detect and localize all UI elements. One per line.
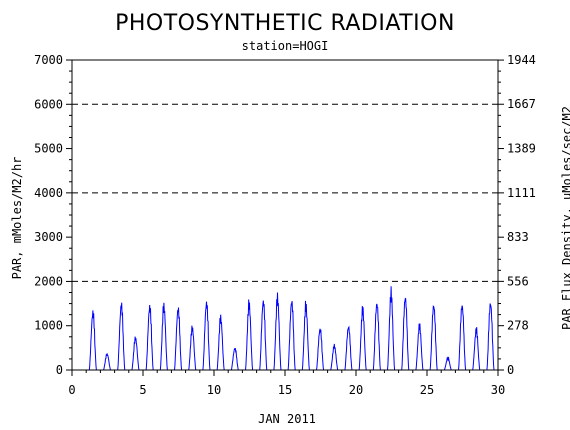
left-tick-label: 1000 (34, 319, 63, 333)
left-tick-label: 5000 (34, 142, 63, 156)
right-tick-label: 833 (507, 230, 529, 244)
left-axis-ticks: 0 1000 2000 3000 4000 5000 6000 7000 (34, 53, 72, 377)
series-line (88, 286, 495, 371)
bottom-tick-label: 10 (207, 383, 221, 397)
left-tick-label: 4000 (34, 186, 63, 200)
left-tick-label: 7000 (34, 53, 63, 67)
right-tick-label: 1667 (507, 97, 536, 111)
bottom-axis-ticks: 0 5 10 15 20 25 30 (68, 370, 505, 397)
left-tick-label: 3000 (34, 230, 63, 244)
right-tick-label: 1944 (507, 53, 536, 67)
bottom-tick-label: 5 (139, 383, 146, 397)
bottom-tick-label: 20 (349, 383, 363, 397)
plot-frame (71, 59, 499, 371)
right-tick-label: 556 (507, 274, 529, 288)
left-tick-label: 2000 (34, 274, 63, 288)
bottom-tick-label: 0 (68, 383, 75, 397)
bottom-tick-label: 25 (420, 383, 434, 397)
y-axis-label-left: PAR, mMoles/M2/hr (10, 157, 24, 280)
right-tick-label: 1389 (507, 142, 536, 156)
chart-title: PHOTOSYNTHETIC RADIATION (115, 11, 455, 36)
bottom-tick-label: 15 (278, 383, 292, 397)
right-tick-label: 278 (507, 319, 529, 333)
gridlines (72, 103, 498, 282)
x-axis-label: JAN 2011 (258, 412, 316, 426)
right-tick-label: 1111 (507, 186, 536, 200)
y-axis-label-right: PAR Flux Density, uMoles/sec/M2 (560, 106, 570, 330)
series-group (88, 286, 495, 371)
left-tick-label: 6000 (34, 97, 63, 111)
left-tick-label: 0 (56, 363, 63, 377)
chart-subtitle: station=HOGI (242, 39, 329, 53)
right-axis-ticks: 0 278 556 833 1111 1389 1667 1944 (498, 53, 536, 377)
right-tick-label: 0 (507, 363, 514, 377)
bottom-tick-label: 30 (491, 383, 505, 397)
